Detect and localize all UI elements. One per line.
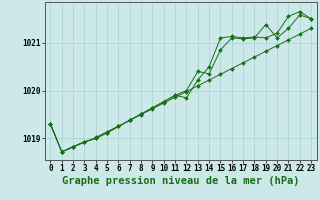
X-axis label: Graphe pression niveau de la mer (hPa): Graphe pression niveau de la mer (hPa) [62,176,300,186]
